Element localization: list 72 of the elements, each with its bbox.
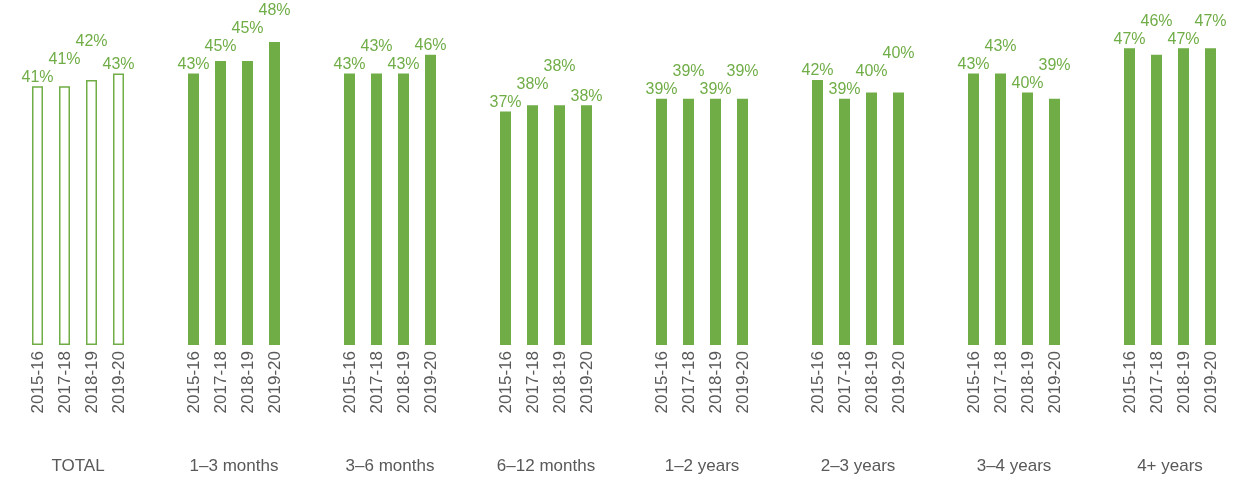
x-axis-title: 4+ years [1137, 456, 1203, 475]
x-tick-label: 2019-20 [265, 351, 284, 414]
x-tick-label: 2019-20 [421, 351, 440, 414]
data-label: 39% [828, 80, 861, 98]
x-tick-label: 2015-16 [28, 351, 47, 414]
x-tick-label: 2015-16 [1120, 351, 1139, 414]
x-tick-label: 2017-18 [211, 351, 230, 414]
x-tick-label: 2019-20 [109, 351, 128, 414]
data-label: 40% [855, 62, 888, 80]
x-tick-label: 2018-19 [706, 351, 725, 414]
x-axis-title: 6–12 months [496, 456, 596, 475]
data-label: 41% [21, 67, 54, 85]
data-label: 38% [516, 74, 549, 92]
data-label: 43% [957, 55, 990, 73]
data-label: 38% [543, 56, 576, 74]
data-label: 43% [360, 37, 393, 55]
data-label: 42% [75, 31, 108, 49]
x-tick-label: 2015-16 [496, 351, 515, 414]
x-axis-title: 2–3 years [820, 456, 896, 475]
x-tick-label: 2015-16 [340, 351, 359, 414]
data-label: 47% [1167, 29, 1200, 47]
x-tick-label: 2019-20 [889, 351, 908, 414]
x-tick-label: 2019-20 [577, 351, 596, 414]
x-axis-title: 3–6 months [345, 456, 435, 475]
x-axis-title: 1–3 months [189, 456, 279, 475]
x-tick-label: 2018-19 [238, 351, 257, 414]
x-tick-label: 2017-18 [523, 351, 542, 414]
data-label: 40% [1011, 74, 1044, 91]
x-tick-label: 2018-19 [1174, 351, 1193, 414]
data-label: 46% [1140, 11, 1173, 29]
data-label: 39% [672, 62, 705, 80]
x-axis-title: TOTAL [51, 456, 105, 475]
data-label: 43% [387, 55, 420, 73]
data-label: 43% [177, 55, 210, 73]
x-tick-label: 2018-19 [550, 351, 569, 414]
data-label: 39% [726, 62, 759, 80]
data-label: 43% [333, 55, 366, 73]
x-tick-label: 2019-20 [733, 351, 752, 414]
data-label: 38% [570, 86, 603, 104]
x-tick-label: 2017-18 [679, 351, 698, 414]
x-tick-label: 2018-19 [394, 351, 413, 414]
data-label: 46% [414, 36, 447, 54]
x-tick-label: 2015-16 [184, 351, 203, 414]
data-label: 43% [984, 37, 1017, 55]
x-tick-label: 2017-18 [1147, 351, 1166, 414]
x-tick-label: 2019-20 [1201, 351, 1220, 414]
x-tick-label: 2015-16 [964, 351, 983, 414]
data-label: 45% [204, 37, 237, 55]
data-label: 37% [489, 92, 522, 110]
data-label: 41% [48, 49, 81, 67]
data-label: 47% [1194, 11, 1227, 29]
data-label: 39% [645, 80, 678, 98]
x-tick-label: 2015-16 [808, 351, 827, 414]
x-tick-label: 2017-18 [835, 351, 854, 414]
x-tick-label: 2018-19 [1018, 351, 1037, 414]
data-label: 42% [801, 61, 834, 79]
x-axis-title: 3–4 years [976, 456, 1052, 475]
data-label: 48% [258, 1, 291, 19]
data-label: 40% [882, 44, 915, 62]
x-tick-label: 2018-19 [82, 351, 101, 414]
x-tick-label: 2018-19 [862, 351, 881, 414]
x-tick-label: 2017-18 [367, 351, 386, 414]
x-tick-label: 2017-18 [55, 351, 74, 414]
x-tick-label: 2017-18 [991, 351, 1010, 414]
data-label: 39% [1038, 56, 1071, 73]
x-axis-title: 1–2 years [664, 456, 740, 475]
x-tick-label: 2015-16 [652, 351, 671, 414]
data-label: 45% [231, 19, 264, 37]
x-tick-label: 2019-20 [1045, 351, 1064, 414]
data-label: 39% [699, 80, 732, 98]
data-label: 43% [102, 55, 135, 73]
data-label: 47% [1113, 29, 1146, 47]
